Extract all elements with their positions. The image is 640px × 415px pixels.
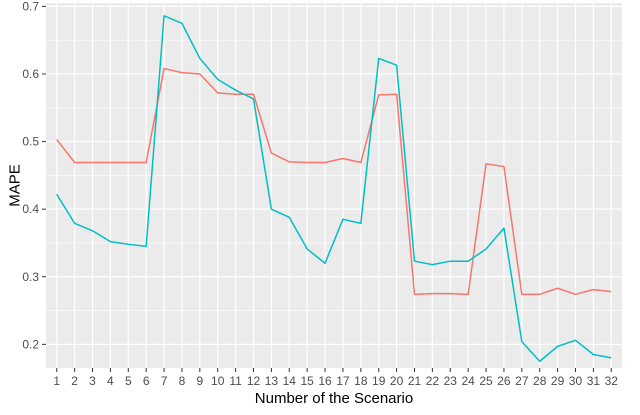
- x-tick-label: 26: [497, 374, 511, 388]
- y-tick-label: 0.2: [22, 337, 39, 351]
- y-tick-label: 0.6: [22, 67, 39, 81]
- y-axis: 0.2 0.3 0.4 0.5 0.6 0.7: [22, 0, 46, 351]
- x-tick-label: 18: [354, 374, 368, 388]
- x-tick-label: 22: [426, 374, 440, 388]
- x-tick-label: 9: [196, 374, 203, 388]
- x-tick-label: 30: [569, 374, 583, 388]
- series-line-1: [56, 67, 612, 296]
- x-tick-label: 29: [551, 374, 565, 388]
- x-tick-label: 4: [107, 374, 114, 388]
- x-tick-label: 15: [300, 374, 314, 388]
- x-tick-label: 11: [229, 374, 242, 388]
- series-layer: [56, 15, 612, 362]
- x-tick-label: 19: [372, 374, 386, 388]
- x-axis: 1 2 3 4 5 6 7 8 9 10 11 12 13 14 15 16 17 18 19 20 21 22 23 24 2…: [53, 368, 618, 388]
- y-tick-label: 0.4: [22, 202, 39, 216]
- x-tick-label: 31: [587, 374, 601, 388]
- grid-minor: [46, 39, 622, 311]
- y-tick-label: 0.5: [22, 135, 39, 149]
- x-tick-label: 12: [247, 374, 261, 388]
- x-tick-label: 10: [211, 374, 225, 388]
- x-tick-label: 7: [161, 374, 168, 388]
- x-tick-label: 1: [53, 374, 60, 388]
- x-tick-label: 25: [479, 374, 493, 388]
- plot-panel: [46, 3, 622, 368]
- x-tick-label: 20: [390, 374, 404, 388]
- x-tick-label: 8: [179, 374, 186, 388]
- grid-major: [46, 3, 622, 368]
- x-tick-label: 23: [444, 374, 458, 388]
- x-tick-label: 14: [283, 374, 297, 388]
- x-tick-label: 32: [605, 374, 619, 388]
- x-tick-label: 17: [336, 374, 350, 388]
- x-tick-label: 5: [125, 374, 132, 388]
- x-tick-label: 2: [71, 374, 78, 388]
- x-tick-label: 24: [461, 374, 475, 388]
- y-tick-label: 0.7: [22, 0, 39, 13]
- series-line-2: [56, 15, 612, 362]
- x-tick-label: 21: [408, 374, 422, 388]
- x-tick-label: 3: [89, 374, 96, 388]
- x-axis-title: Number of the Scenario: [255, 390, 413, 407]
- y-tick-label: 0.3: [22, 270, 39, 284]
- x-tick-label: 16: [318, 374, 332, 388]
- x-tick-label: 27: [515, 374, 529, 388]
- x-tick-label: 13: [265, 374, 279, 388]
- y-axis-title: MAPE: [6, 164, 23, 207]
- x-tick-label: 6: [143, 374, 150, 388]
- x-tick-label: 28: [533, 374, 547, 388]
